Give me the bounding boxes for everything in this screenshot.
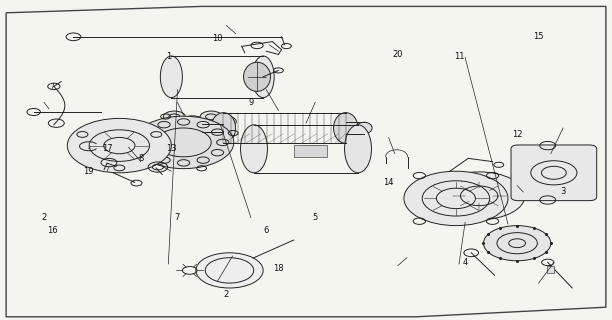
- Ellipse shape: [244, 62, 271, 92]
- Text: 10: 10: [212, 34, 223, 43]
- Text: 20: 20: [392, 50, 403, 59]
- Circle shape: [67, 118, 171, 173]
- Circle shape: [182, 116, 204, 127]
- Circle shape: [163, 111, 185, 123]
- Circle shape: [133, 116, 234, 169]
- Text: 2: 2: [42, 213, 47, 222]
- Circle shape: [196, 253, 263, 288]
- Text: 12: 12: [512, 130, 523, 139]
- Circle shape: [483, 226, 551, 261]
- Ellipse shape: [345, 125, 371, 173]
- Text: 8: 8: [138, 154, 143, 163]
- Text: 6: 6: [264, 226, 269, 235]
- Text: 5: 5: [313, 213, 318, 222]
- Text: 3: 3: [561, 188, 565, 196]
- Circle shape: [214, 116, 236, 127]
- Text: 9: 9: [248, 98, 253, 107]
- Text: 13: 13: [166, 144, 177, 153]
- Ellipse shape: [211, 113, 236, 143]
- Ellipse shape: [241, 125, 267, 173]
- Text: 16: 16: [47, 226, 58, 235]
- Text: 1: 1: [166, 52, 171, 60]
- Text: 11: 11: [453, 52, 465, 60]
- Text: 15: 15: [533, 32, 544, 41]
- Text: 2: 2: [224, 290, 229, 299]
- Ellipse shape: [160, 56, 182, 98]
- Text: 18: 18: [273, 264, 284, 273]
- Text: 14: 14: [383, 178, 394, 187]
- Text: 19: 19: [83, 167, 94, 176]
- FancyBboxPatch shape: [511, 145, 597, 201]
- Circle shape: [200, 111, 222, 123]
- Ellipse shape: [356, 122, 372, 134]
- Ellipse shape: [252, 56, 274, 98]
- Circle shape: [404, 171, 508, 226]
- Text: 4: 4: [463, 258, 468, 267]
- Bar: [547, 266, 554, 273]
- Ellipse shape: [334, 113, 358, 143]
- Text: 17: 17: [102, 144, 113, 153]
- Circle shape: [433, 172, 525, 220]
- Text: 7: 7: [175, 213, 180, 222]
- Ellipse shape: [195, 124, 209, 132]
- Bar: [294, 145, 327, 157]
